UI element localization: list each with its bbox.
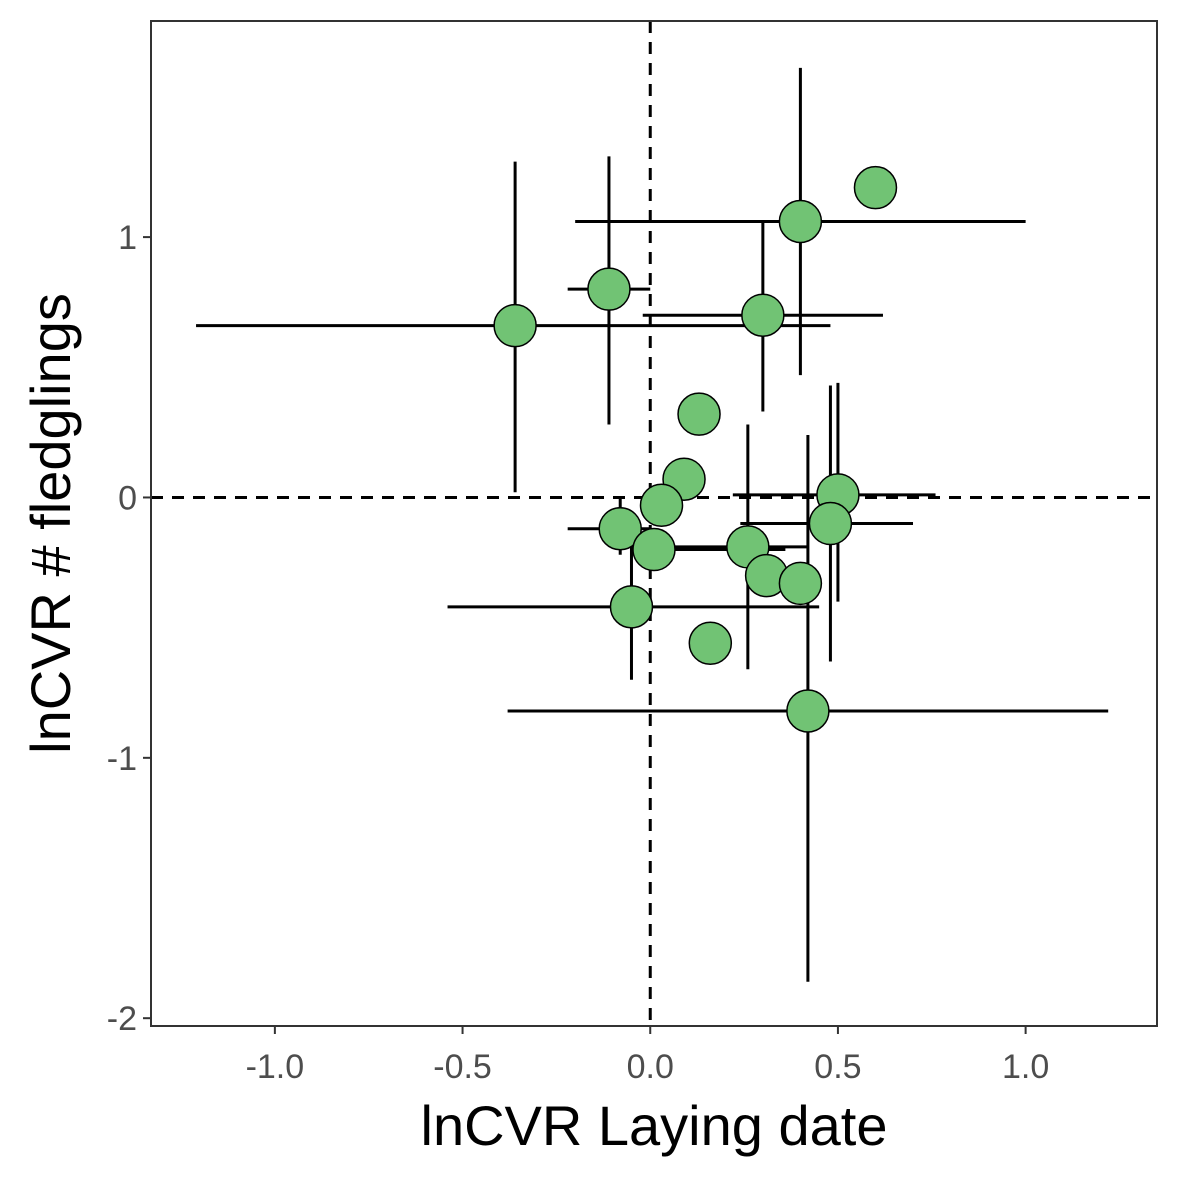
x-tick-label: -1.0 (246, 1048, 305, 1086)
data-point (632, 527, 676, 572)
y-tick-label: 1 (118, 219, 137, 257)
x-tick-label: 1.0 (1002, 1048, 1049, 1086)
data-point (598, 506, 642, 551)
data-point (786, 689, 830, 733)
data-point (677, 392, 721, 436)
data-point (741, 293, 785, 337)
data-point (778, 199, 823, 244)
data-point (688, 621, 733, 666)
data-point (587, 267, 631, 311)
x-axis: -1.0 -0.5 0.0 0.5 1.0 (246, 1026, 1049, 1086)
data-point (639, 483, 684, 528)
data-points (493, 165, 898, 733)
y-tick-label: -1 (107, 740, 137, 778)
data-point (609, 585, 654, 629)
y-tick-label: 0 (118, 479, 137, 517)
x-tick-label: -0.5 (433, 1048, 492, 1086)
y-tick-label: -2 (107, 1000, 137, 1038)
panel-border (150, 20, 1158, 1027)
x-tick-label: 0.5 (814, 1048, 861, 1086)
data-point (493, 303, 537, 348)
y-axis: -2 -1 0 1 (107, 219, 151, 1038)
data-point (853, 165, 898, 210)
x-tick-label: 0.0 (627, 1048, 674, 1086)
y-axis-title: lnCVR # fledglings (19, 293, 82, 754)
x-axis-title: lnCVR Laying date (421, 1094, 888, 1157)
data-point (778, 561, 823, 606)
data-point (808, 501, 853, 546)
